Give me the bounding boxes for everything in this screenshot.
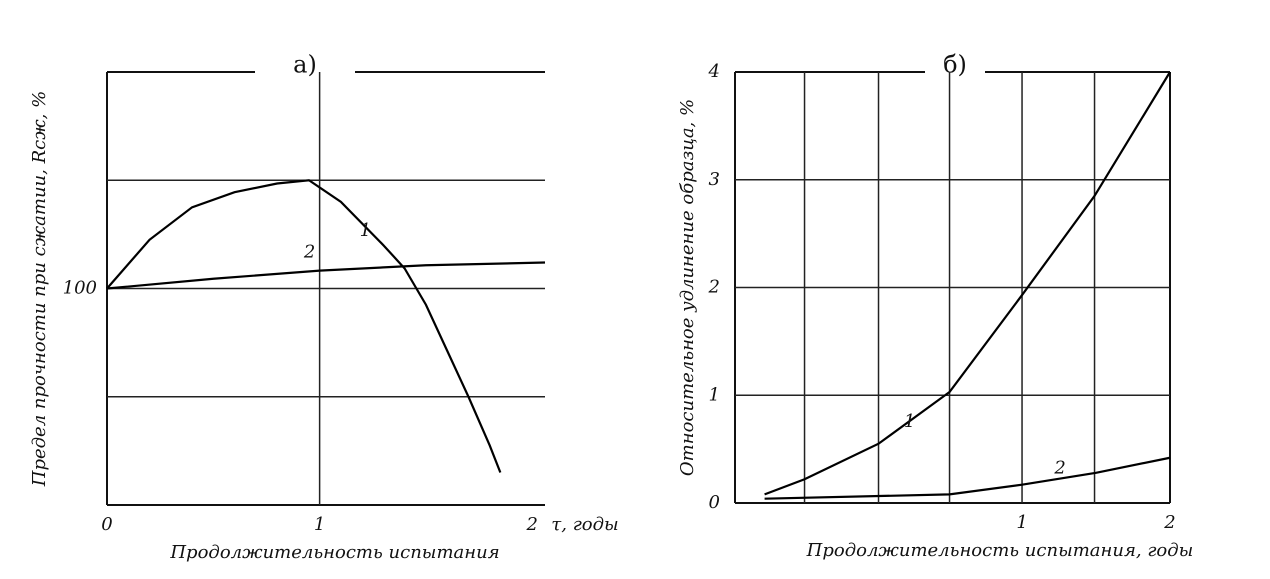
x-tick-label: 2 (1163, 512, 1175, 533)
x-axis-label: Продолжительность испытания (169, 542, 499, 563)
y-tick-label: 1 (709, 384, 720, 405)
y-tick-label: 100 (63, 278, 97, 299)
curve (106, 261, 546, 290)
chart-title: б) (943, 51, 967, 79)
y-tick-label: 4 (708, 61, 720, 82)
curve-label: 1 (904, 411, 915, 432)
x-tick-label: 2 (526, 514, 538, 535)
chart-title: а) (293, 51, 317, 79)
curve (764, 71, 1171, 496)
curve (106, 179, 502, 473)
curve (764, 456, 1171, 500)
y-tick-label: 2 (708, 277, 720, 298)
x-tick-label: 1 (1016, 512, 1027, 533)
x-tick-label: 0 (101, 514, 112, 535)
y-axis-label: Относительное удлинение образца, % (677, 99, 698, 476)
x-unit-label: τ, годы (551, 514, 618, 535)
y-axis-label: Предел прочности при сжатии, Rсж, % (29, 91, 50, 487)
y-tick-label: 0 (709, 492, 720, 513)
x-tick-label: 1 (314, 514, 325, 535)
curve-label: 2 (303, 242, 315, 263)
curve-label: 2 (1053, 458, 1065, 479)
curve-label: 1 (360, 220, 371, 241)
y-tick-label: 3 (709, 169, 720, 190)
x-axis-label: Продолжительность испытания, годы (806, 540, 1194, 561)
